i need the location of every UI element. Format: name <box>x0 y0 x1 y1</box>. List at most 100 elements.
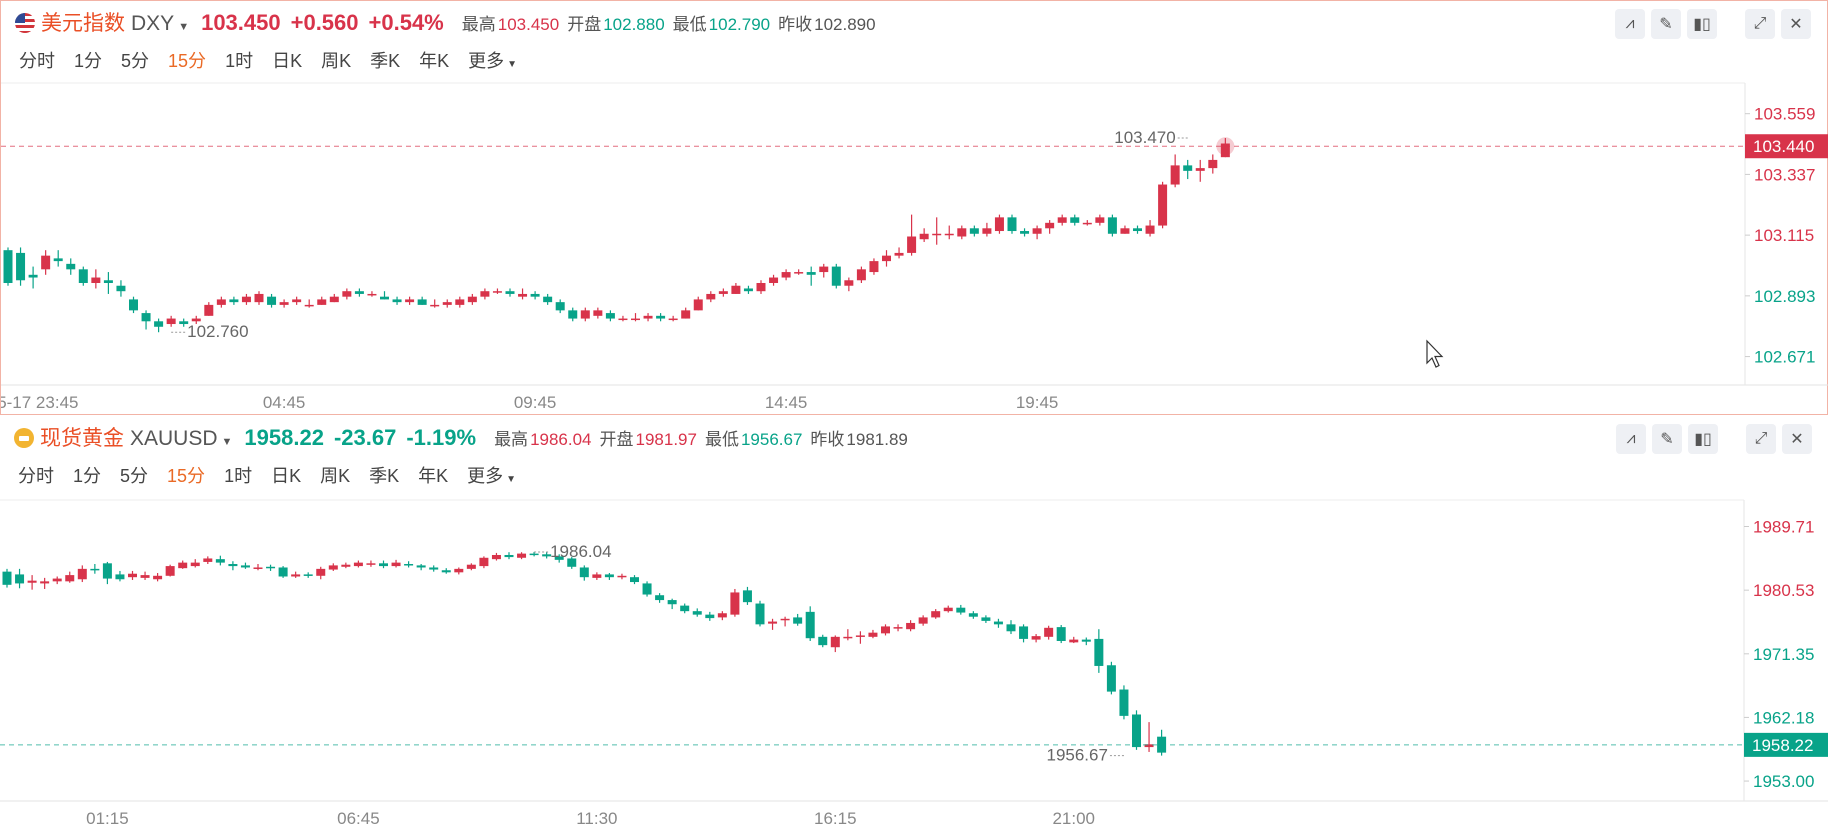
expand-button[interactable]: ⤢ <box>1746 424 1776 454</box>
candle <box>756 280 766 294</box>
candle-body <box>631 318 640 321</box>
chart-type-button[interactable]: ▮▯ <box>1687 9 1717 39</box>
us-flag-icon <box>15 13 35 33</box>
tab-interval-15m[interactable]: 15分 <box>168 51 207 71</box>
chart-type-button[interactable]: ▮▯ <box>1688 424 1718 454</box>
candle-body <box>405 299 415 303</box>
instrument-symbol[interactable]: XAUUSD <box>130 427 218 450</box>
tab-interval-intraday[interactable]: 分时 <box>18 466 54 486</box>
tab-interval-day[interactable]: 日K <box>272 51 303 71</box>
candle <box>178 560 188 569</box>
candle-body <box>391 562 401 567</box>
candle <box>1144 722 1154 752</box>
candle-body <box>907 236 917 253</box>
close-button[interactable]: ✕ <box>1781 9 1811 39</box>
chevron-down-icon[interactable]: ▼ <box>178 21 190 33</box>
tab-interval-day[interactable]: 日K <box>271 466 302 486</box>
tab-interval-5m[interactable]: 5分 <box>121 51 150 71</box>
instrument-name[interactable]: 美元指数 <box>41 12 125 35</box>
more-label: 更多 <box>467 466 504 486</box>
candle <box>1183 159 1193 180</box>
tab-interval-year[interactable]: 年K <box>418 466 449 486</box>
tab-interval-more[interactable]: 更多 ▼ <box>468 47 517 73</box>
tab-interval-quarter[interactable]: 季K <box>369 466 400 486</box>
candle <box>1031 634 1041 643</box>
tab-interval-quarter[interactable]: 季K <box>370 51 401 71</box>
stat-value-low: 102.790 <box>708 15 771 34</box>
candle <box>454 567 464 575</box>
candle <box>642 581 652 597</box>
candle-body <box>266 566 276 569</box>
candle <box>253 564 263 571</box>
instrument-symbol[interactable]: DXY <box>131 12 175 35</box>
low-marker-label: 1956.67 <box>1046 746 1107 765</box>
candle <box>1070 214 1080 226</box>
candle-body <box>1144 744 1154 748</box>
indicator-button[interactable]: ⩘ <box>1615 9 1645 39</box>
candle <box>869 258 879 275</box>
draw-button[interactable]: ✎ <box>1651 9 1681 39</box>
chevron-down-icon[interactable]: ▼ <box>221 436 233 448</box>
candle <box>656 313 666 322</box>
draw-button[interactable]: ✎ <box>1652 424 1682 454</box>
candle-body <box>593 310 603 316</box>
candle <box>580 307 590 322</box>
candle <box>78 266 88 286</box>
close-button[interactable]: ✕ <box>1782 424 1812 454</box>
stat-value-high: 1986.04 <box>530 430 592 449</box>
candle <box>65 571 75 583</box>
candle <box>768 618 778 630</box>
tab-interval-1h[interactable]: 1时 <box>224 466 253 486</box>
candle-body <box>353 562 363 567</box>
candle-body <box>279 302 289 305</box>
xauusd-candlestick-chart[interactable]: 1989.71 1980.53 1971.35 1962.18 1953.00 01:15… <box>0 416 1828 832</box>
tab-interval-week[interactable]: 周K <box>321 51 352 71</box>
tab-interval-5m[interactable]: 5分 <box>120 466 149 486</box>
candle <box>1032 225 1042 240</box>
candle <box>819 263 829 278</box>
candle <box>1020 228 1030 237</box>
candle-body <box>129 299 138 311</box>
candle <box>668 315 678 322</box>
dxy-candlestick-chart[interactable]: 103.559 103.337 103.115 102.893 102.671 05-17… <box>1 1 1828 416</box>
candle-body <box>128 573 137 578</box>
candle-body <box>793 617 803 624</box>
tab-interval-1h[interactable]: 1时 <box>225 51 254 71</box>
candle <box>455 296 465 308</box>
candle-body <box>1145 225 1155 234</box>
candle-body <box>416 565 426 568</box>
instrument-name[interactable]: 现货黄金 <box>40 427 124 450</box>
tab-interval-1m[interactable]: 1分 <box>73 466 102 486</box>
indicator-button[interactable]: ⩘ <box>1616 424 1646 454</box>
candle-body <box>3 250 13 283</box>
candle <box>718 288 728 297</box>
candle-body <box>78 269 88 283</box>
tab-interval-year[interactable]: 年K <box>419 51 450 71</box>
candle-body <box>530 293 540 297</box>
expand-button[interactable]: ⤢ <box>1745 9 1775 39</box>
tab-interval-intraday[interactable]: 分时 <box>19 51 55 71</box>
tab-interval-more[interactable]: 更多 ▼ <box>467 462 516 488</box>
candle <box>317 296 327 305</box>
candle <box>643 313 653 322</box>
last-price: 1958.22 <box>244 425 324 450</box>
candle <box>605 310 615 322</box>
candle <box>630 575 639 585</box>
candle <box>1208 154 1218 174</box>
pencil-icon: ✎ <box>1659 16 1673 33</box>
candle <box>844 277 854 292</box>
low-marker-label: 102.760 <box>187 322 248 341</box>
tab-interval-week[interactable]: 周K <box>320 466 351 486</box>
dxy-panel: 美元指数 DXY ▼ 103.450 +0.560 +0.54% 最高 103.… <box>0 0 1828 415</box>
candle <box>304 299 314 308</box>
candle <box>755 600 765 627</box>
candle <box>1095 214 1105 226</box>
candle <box>442 299 452 308</box>
tab-interval-1m[interactable]: 1分 <box>74 51 103 71</box>
candle <box>831 263 841 289</box>
candle <box>567 557 577 569</box>
candle-body <box>543 296 553 303</box>
candle-body <box>1057 217 1067 223</box>
tab-interval-15m[interactable]: 15分 <box>167 466 206 486</box>
candle-body <box>292 299 302 303</box>
